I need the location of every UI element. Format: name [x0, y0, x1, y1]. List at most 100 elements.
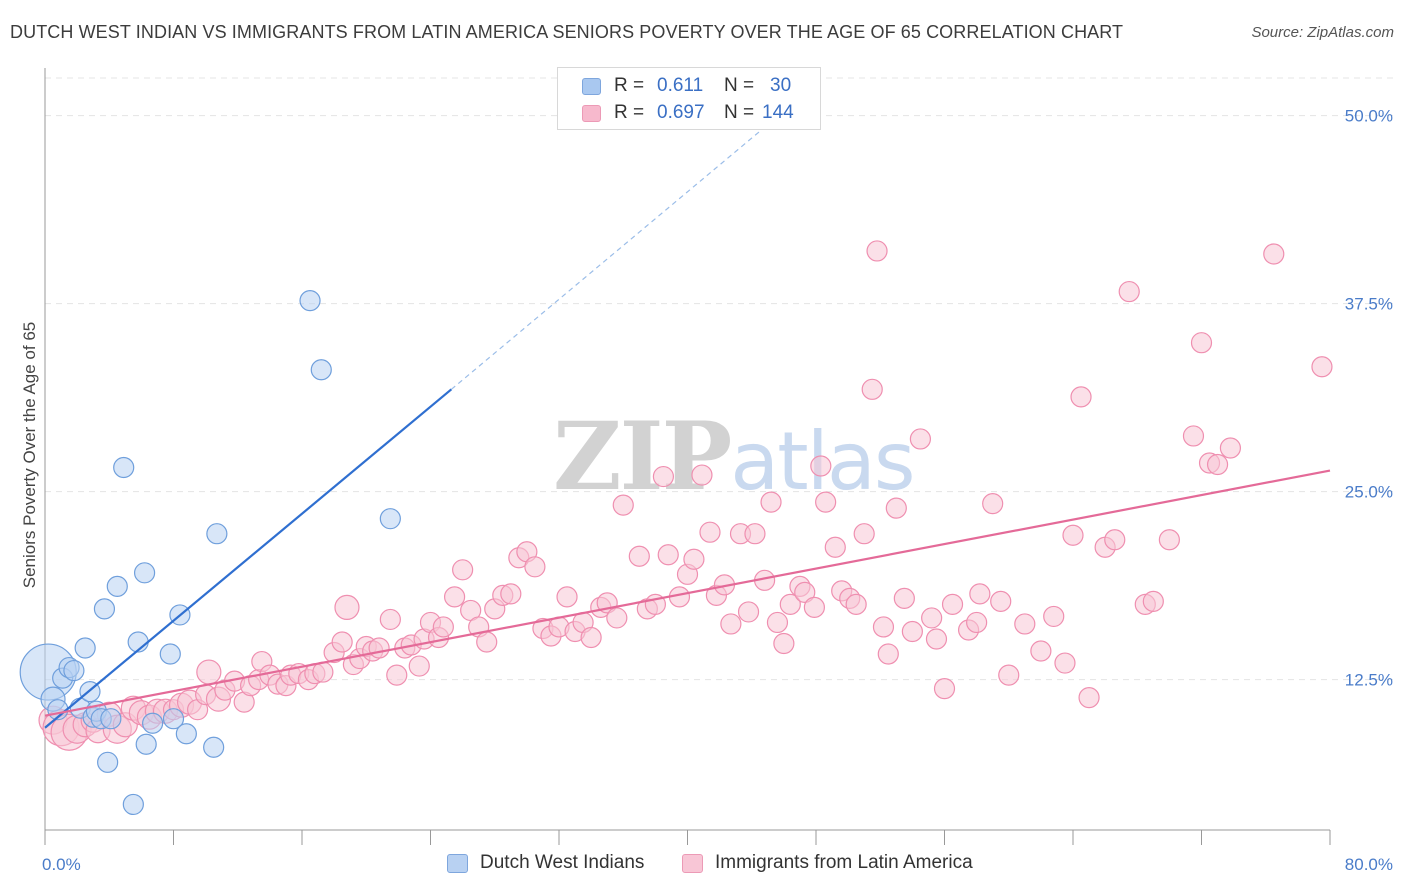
- legend-n-value: 144: [762, 102, 794, 123]
- tick-labels: 12.5% 25.0% 37.5% 50.0% 0.0% 80.0%: [42, 107, 1393, 874]
- point-immigrants-latin-america: [1311, 356, 1333, 378]
- point-dutch-west-indians: [379, 508, 401, 530]
- point-immigrants-latin-america: [969, 583, 991, 605]
- point-immigrants-latin-america: [933, 678, 956, 700]
- point-immigrants-latin-america: [766, 611, 789, 634]
- point-dutch-west-indians: [142, 712, 164, 734]
- source-label: Source: ZipAtlas.com: [1251, 24, 1394, 41]
- point-immigrants-latin-america: [872, 616, 895, 638]
- point-immigrants-latin-america: [334, 594, 360, 621]
- x-tick-label: 0.0%: [42, 855, 81, 874]
- point-immigrants-latin-america: [683, 548, 705, 570]
- point-immigrants-latin-america: [657, 544, 679, 566]
- point-dutch-west-indians: [97, 751, 119, 773]
- point-immigrants-latin-america: [1263, 243, 1285, 265]
- point-immigrants-latin-america: [779, 593, 801, 616]
- point-immigrants-latin-america: [612, 494, 634, 516]
- point-immigrants-latin-america: [720, 613, 742, 635]
- point-dutch-west-indians: [206, 523, 228, 545]
- point-immigrants-latin-america: [909, 428, 932, 450]
- point-dutch-west-indians: [162, 708, 185, 730]
- point-immigrants-latin-america: [524, 556, 546, 578]
- point-immigrants-latin-america: [941, 593, 964, 616]
- point-immigrants-latin-america: [893, 587, 915, 609]
- point-immigrants-latin-america: [580, 626, 602, 649]
- legend-swatch-pink: [582, 105, 601, 122]
- point-immigrants-latin-america: [699, 521, 721, 543]
- point-immigrants-latin-america: [815, 491, 837, 513]
- point-immigrants-latin-america: [1118, 280, 1140, 303]
- legend-r-label: R =: [614, 102, 645, 123]
- trend-line-dutch-west-indians: [44, 388, 453, 729]
- point-immigrants-latin-america: [744, 523, 766, 545]
- bottom-legend-label: Immigrants from Latin America: [715, 852, 973, 873]
- point-immigrants-latin-america: [652, 465, 675, 488]
- point-immigrants-latin-america: [982, 493, 1004, 515]
- point-dutch-west-indians: [74, 637, 96, 659]
- point-immigrants-latin-america: [476, 631, 498, 653]
- point-immigrants-latin-america: [845, 593, 867, 616]
- point-immigrants-latin-america: [773, 632, 795, 655]
- point-immigrants-latin-america: [408, 655, 430, 677]
- axes: [44, 68, 1331, 845]
- point-immigrants-latin-america: [853, 523, 875, 545]
- point-immigrants-latin-america: [443, 586, 466, 608]
- chart-title: DUTCH WEST INDIAN VS IMMIGRANTS FROM LAT…: [10, 22, 1124, 42]
- y-axis-label: Seniors Poverty Over the Age of 65: [20, 322, 39, 588]
- point-immigrants-latin-america: [628, 545, 650, 567]
- legend-r-value: 0.611: [657, 75, 704, 96]
- point-dutch-west-indians: [203, 736, 225, 758]
- y-tick-label: 12.5%: [1345, 671, 1393, 690]
- point-dutch-west-indians: [159, 643, 181, 665]
- series-dutch-west-indians: [19, 289, 401, 816]
- point-immigrants-latin-america: [998, 664, 1020, 686]
- point-immigrants-latin-america: [885, 497, 907, 519]
- point-immigrants-latin-america: [877, 643, 899, 665]
- point-immigrants-latin-america: [1043, 605, 1065, 628]
- bottom-legend-swatch-blue: [447, 854, 468, 873]
- y-tick-label: 50.0%: [1345, 107, 1393, 126]
- point-immigrants-latin-america: [966, 611, 988, 634]
- point-immigrants-latin-america: [1104, 529, 1126, 551]
- legend-r-label: R =: [614, 75, 645, 96]
- point-dutch-west-indians: [122, 793, 144, 816]
- legend-swatch-blue: [582, 78, 601, 95]
- point-immigrants-latin-america: [1054, 652, 1076, 674]
- point-immigrants-latin-america: [606, 607, 628, 629]
- point-dutch-west-indians: [310, 359, 332, 381]
- point-immigrants-latin-america: [803, 596, 825, 619]
- point-immigrants-latin-america: [901, 620, 923, 643]
- point-immigrants-latin-america: [824, 536, 846, 558]
- point-dutch-west-indians: [106, 575, 128, 597]
- point-dutch-west-indians: [100, 708, 122, 730]
- point-dutch-west-indians: [299, 289, 321, 312]
- point-immigrants-latin-america: [921, 607, 943, 629]
- point-dutch-west-indians: [113, 456, 135, 479]
- point-immigrants-latin-america: [794, 581, 816, 603]
- point-immigrants-latin-america: [810, 455, 832, 477]
- point-immigrants-latin-america: [1158, 529, 1180, 551]
- point-immigrants-latin-america: [196, 659, 222, 685]
- point-immigrants-latin-america: [990, 590, 1012, 612]
- point-immigrants-latin-america: [1030, 640, 1052, 662]
- point-immigrants-latin-america: [500, 583, 522, 605]
- point-immigrants-latin-america: [925, 628, 948, 650]
- point-immigrants-latin-america: [1182, 425, 1205, 447]
- point-immigrants-latin-america: [1070, 386, 1092, 408]
- point-immigrants-latin-america: [866, 240, 888, 262]
- point-immigrants-latin-america: [331, 631, 353, 653]
- watermark-zip: ZIP: [553, 402, 732, 512]
- point-immigrants-latin-america: [1014, 613, 1036, 635]
- trend-line-dutch-extension: [450, 124, 769, 390]
- point-immigrants-latin-america: [386, 664, 408, 686]
- series-immigrants-latin-america: [38, 240, 1333, 751]
- point-immigrants-latin-america: [1190, 332, 1213, 354]
- legend-n-label: N =: [724, 102, 755, 123]
- legend-r-value: 0.697: [657, 102, 705, 123]
- point-immigrants-latin-america: [861, 378, 883, 400]
- y-tick-label: 37.5%: [1345, 295, 1393, 314]
- correlation-legend: R = 0.611 N = 30 R = 0.697 N = 144: [557, 67, 821, 130]
- x-tick-label: 80.0%: [1345, 855, 1393, 874]
- point-immigrants-latin-america: [691, 464, 713, 486]
